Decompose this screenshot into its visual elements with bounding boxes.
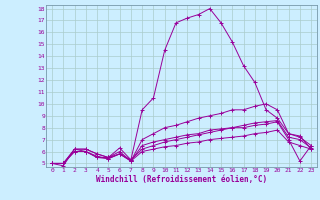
X-axis label: Windchill (Refroidissement éolien,°C): Windchill (Refroidissement éolien,°C) [96,175,267,184]
